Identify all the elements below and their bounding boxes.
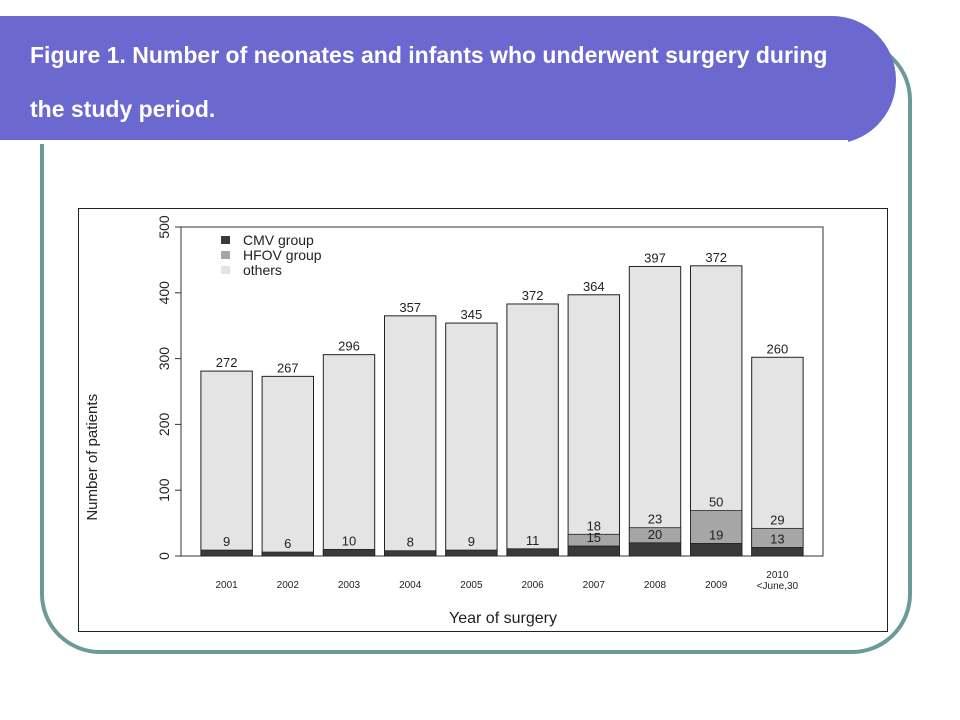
x-tick-label: 2006: [521, 580, 544, 591]
x-tick-label: 2009: [705, 580, 728, 591]
data-label-others: 364: [583, 279, 605, 294]
data-label-hfov: 29: [770, 512, 784, 527]
data-label-others: 397: [644, 250, 666, 265]
bar-others: [506, 303, 559, 557]
bar-cmv: [751, 547, 804, 557]
data-label-cmv: 8: [407, 535, 414, 550]
bar-cmv: [322, 549, 376, 557]
bar-cmv: [567, 545, 620, 557]
y-tick-label: 100: [156, 478, 172, 502]
x-tick-label: 2001: [215, 580, 238, 591]
title-underline: [0, 140, 848, 144]
y-tick-label: 0: [156, 552, 172, 560]
x-tick-label: <June,30: [757, 581, 799, 592]
legend-swatch: [221, 251, 230, 259]
x-tick-label: 2010: [766, 570, 789, 581]
stacked-bar-chart: 0 100 200 300 400 500 Number of patients 272 9 20…: [84, 215, 824, 627]
data-label-others: 357: [399, 300, 421, 315]
data-label-others: 372: [522, 288, 544, 303]
bar-cmv: [690, 543, 743, 557]
bar-others: [628, 265, 682, 557]
bar-others: [383, 315, 437, 557]
data-label-hfov: 18: [587, 518, 601, 533]
data-label-cmv: 11: [526, 533, 540, 548]
x-tick-label: 2007: [583, 580, 606, 591]
bar-cmv: [445, 549, 498, 557]
y-tick-label: 200: [156, 413, 172, 437]
x-tick-label: 2002: [277, 580, 300, 591]
data-label-others: 372: [705, 250, 727, 265]
plot-area: [180, 226, 824, 557]
bar-others: [200, 370, 253, 557]
bar-others: [261, 375, 315, 557]
data-label-cmv: 20: [648, 527, 662, 542]
bar-others: [445, 322, 498, 557]
data-label-others: 260: [767, 341, 789, 356]
data-label-others: 296: [338, 339, 360, 354]
data-label-cmv: 19: [709, 527, 723, 542]
data-label-hfov: 50: [709, 495, 723, 510]
data-label-cmv: 13: [770, 531, 784, 546]
y-axis-title: Number of patients: [84, 394, 101, 521]
slide-title: Figure 1. Number of neonates and infants…: [30, 42, 828, 122]
legend-label: others: [243, 262, 282, 278]
x-tick-label: 2003: [338, 580, 361, 591]
bar-hfov: [690, 510, 743, 544]
bar-cmv: [200, 549, 253, 557]
chart-panel: 0 100 200 300 400 500 Number of patients 272 9 20…: [78, 208, 888, 632]
data-label-cmv: 10: [342, 533, 356, 548]
x-tick-label: 2005: [460, 580, 483, 591]
x-tick-label: 2004: [399, 580, 422, 591]
data-label-others: 345: [461, 307, 483, 322]
bar-cmv: [628, 542, 682, 557]
bar-cmv: [261, 551, 314, 557]
legend-label: HFOV group: [243, 247, 322, 263]
legend-swatch: [221, 266, 230, 274]
bar-others: [751, 356, 804, 557]
y-tick-label: 400: [156, 281, 172, 305]
bar-others: [322, 354, 376, 557]
data-label-cmv: 15: [587, 530, 601, 545]
title-band: [0, 16, 896, 144]
y-tick-label: 300: [156, 347, 172, 371]
data-label-cmv: 9: [468, 534, 475, 549]
bar-cmv: [506, 548, 559, 557]
data-label-cmv: 6: [284, 536, 291, 551]
legend-swatch: [221, 236, 230, 244]
bar-others: [689, 265, 743, 557]
bar-cmv: [384, 550, 437, 557]
data-label-cmv: 9: [223, 534, 230, 549]
legend-label: CMV group: [243, 232, 314, 248]
bar-others: [567, 294, 621, 557]
x-tick-label: 2008: [644, 580, 667, 591]
data-label-others: 272: [216, 355, 238, 370]
y-tick-label: 500: [156, 215, 172, 239]
data-label-others: 267: [277, 360, 299, 375]
x-axis-title: Year of surgery: [449, 610, 557, 627]
data-label-hfov: 23: [648, 512, 662, 527]
